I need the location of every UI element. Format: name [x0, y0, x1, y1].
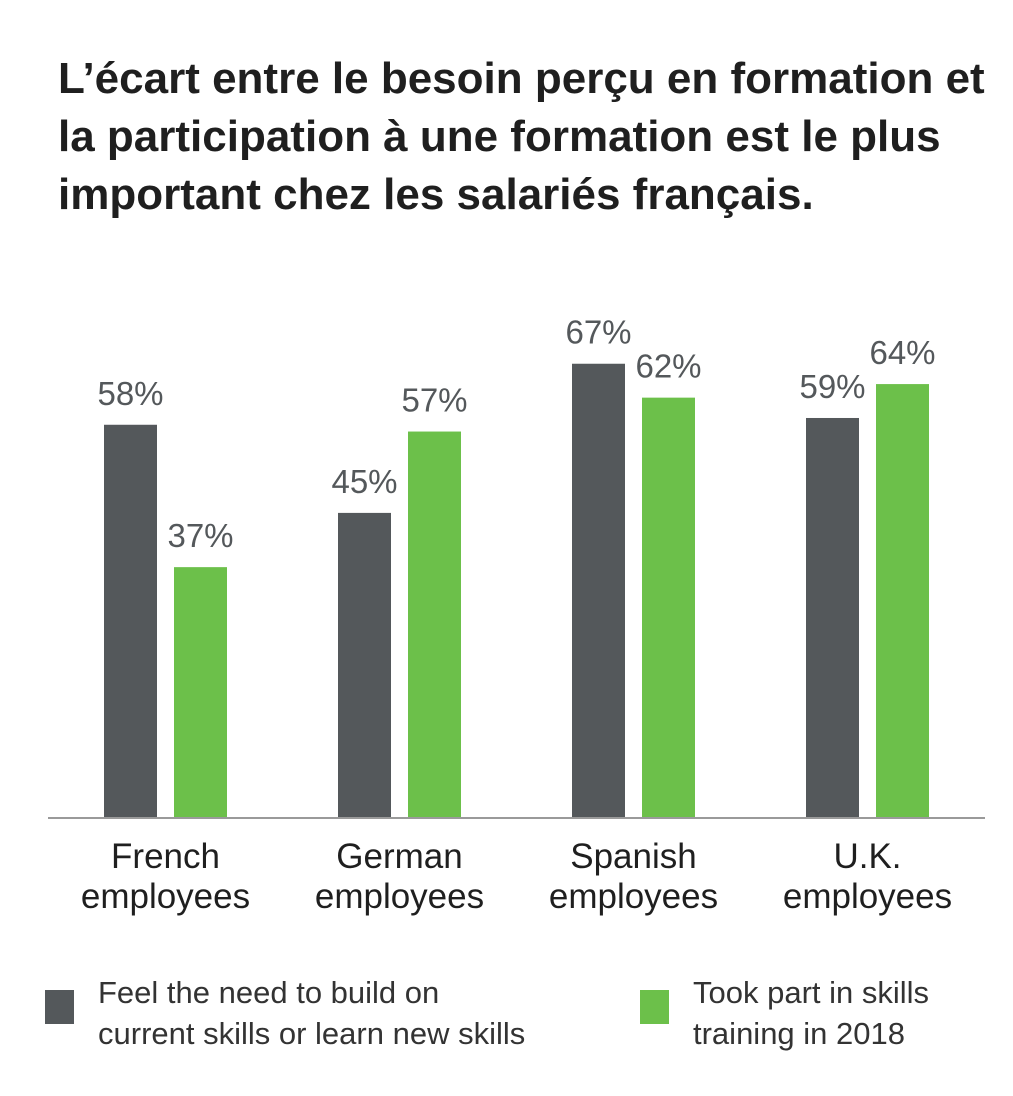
- bar-training-3: [876, 384, 929, 818]
- value-label-need-2: 67%: [565, 314, 631, 351]
- value-label-training-3: 64%: [869, 334, 935, 371]
- bar-training-0: [174, 567, 227, 818]
- bar-training-1: [408, 431, 461, 818]
- category-label-2-line-1: employees: [549, 877, 718, 916]
- bar-need-3: [806, 417, 859, 818]
- category-label-1-line-0: German: [336, 837, 462, 876]
- value-label-training-1: 57%: [401, 382, 467, 419]
- bar-need-2: [572, 363, 625, 818]
- value-label-training-2: 62%: [635, 348, 701, 385]
- category-label-3-line-1: employees: [783, 877, 952, 916]
- value-label-training-0: 37%: [167, 517, 233, 554]
- category-label-3-line-0: U.K.: [833, 837, 901, 876]
- value-label-need-3: 59%: [799, 368, 865, 405]
- bars-layer: [104, 363, 929, 818]
- bar-need-1: [338, 512, 391, 818]
- bar-training-2: [642, 397, 695, 818]
- value-label-need-1: 45%: [331, 463, 397, 500]
- category-label-0-line-0: French: [111, 837, 220, 876]
- legend-label-series-2: Took part in skills training in 2018: [693, 975, 930, 1051]
- value-label-need-0: 58%: [97, 375, 163, 412]
- legend-swatch-green: [640, 990, 669, 1024]
- bar-need-0: [104, 424, 157, 818]
- legend-item-series-1: Feel the need to build on current skills…: [45, 972, 525, 1054]
- legend-item-series-2: Took part in skills training in 2018: [640, 972, 929, 1054]
- labels-layer: 58%37%Frenchemployees45%57%Germanemploye…: [81, 314, 952, 916]
- legend-label-series-1: Feel the need to build on current skills…: [98, 975, 526, 1051]
- category-label-1-line-1: employees: [315, 877, 484, 916]
- category-label-2-line-0: Spanish: [570, 837, 696, 876]
- legend-swatch-dark: [45, 990, 74, 1024]
- chart-title: L’écart entre le besoin perçu en formati…: [58, 54, 985, 219]
- category-label-0-line-1: employees: [81, 877, 250, 916]
